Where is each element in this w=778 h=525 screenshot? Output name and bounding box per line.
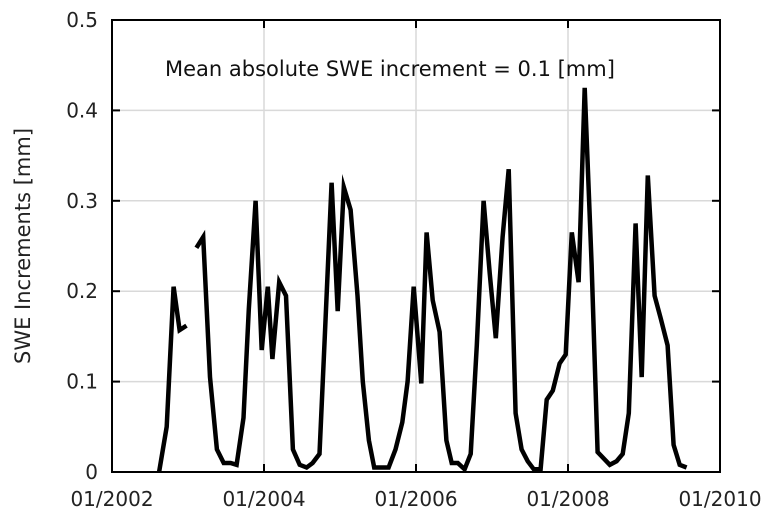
y-tick-label: 0.5 — [66, 8, 98, 32]
series-line-segment — [194, 87, 688, 474]
x-tick-label: 01/2010 — [678, 487, 761, 511]
x-tick-label: 01/2006 — [374, 487, 457, 511]
y-axis-title: SWE Increments [mm] — [11, 128, 35, 364]
y-tick-label: 0 — [85, 460, 98, 484]
chart-annotation: Mean absolute SWE increment = 0.1 [mm] — [165, 57, 615, 81]
series-line-segment — [156, 286, 188, 473]
y-tick-label: 0.1 — [66, 370, 98, 394]
x-tick-label: 01/2002 — [70, 487, 153, 511]
x-tick-label: 01/2004 — [222, 487, 305, 511]
y-tick-label: 0.3 — [66, 189, 98, 213]
y-tick-label: 0.4 — [66, 98, 98, 122]
series-layer — [156, 87, 688, 474]
y-tick-labels: 0 0.1 0.2 0.3 0.4 0.5 — [66, 8, 98, 484]
x-tick-labels: 01/2002 01/2004 01/2006 01/2008 01/2010 — [70, 487, 761, 511]
y-tick-label: 0.2 — [66, 279, 98, 303]
x-tick-label: 01/2008 — [526, 487, 609, 511]
tick-marks — [111, 19, 721, 473]
